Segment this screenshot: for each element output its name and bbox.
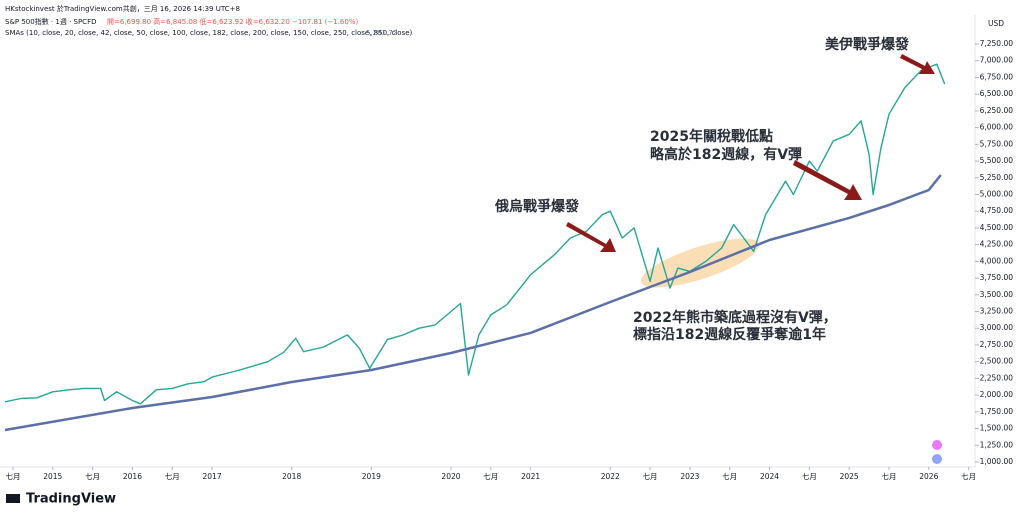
event-icon[interactable] [932, 454, 942, 464]
x-tick-label: 七月 [483, 472, 498, 481]
x-tick-label: 2018 [282, 472, 301, 481]
y-tick-label: 5,500.00 [980, 156, 1014, 165]
x-tick-label: 2026 [919, 472, 938, 481]
x-tick-label: 2021 [521, 472, 540, 481]
annotation: 標指沿182週線反覆爭奪逾1年 [633, 326, 826, 343]
annotation: 2025年關稅戰低點 [650, 128, 773, 145]
event-icon[interactable] [932, 440, 942, 450]
annotation: 美伊戰爭爆發 [825, 36, 910, 53]
x-tick-label: 2016 [123, 472, 142, 481]
arrow [793, 160, 862, 200]
symbol: S&P 500指數 · 1週 · SPCFD [5, 17, 96, 26]
y-tick-label: 2,500.00 [980, 357, 1014, 366]
y-tick-label: 3,250.00 [980, 307, 1014, 316]
annotation: 俄烏戰爭爆發 [494, 198, 580, 215]
x-tick-label: 七月 [881, 472, 896, 481]
y-tick-label: 4,500.00 [980, 223, 1014, 232]
x-tick-label: 七月 [802, 472, 817, 481]
ohlc: 開=6,699.80 高=6,845.08 低=6,623.92 收=6,632… [107, 17, 358, 26]
y-tick-label: 1,500.00 [980, 424, 1014, 433]
x-tick-label: 2020 [441, 472, 460, 481]
arrow [900, 54, 935, 74]
x-tick-label: 2025 [840, 472, 859, 481]
x-tick-label: 2017 [203, 472, 222, 481]
x-tick-label: 七月 [722, 472, 737, 481]
highlight-ellipse [640, 238, 760, 288]
arrow [566, 222, 616, 252]
sma-value: 5,281.72 [366, 29, 397, 37]
x-tick-label: 七月 [5, 472, 20, 481]
annotation: 2022年熊市築底過程沒有V彈， [633, 309, 837, 326]
y-tick-label: 7,250.00 [980, 39, 1014, 48]
sma-legend: SMAs (10, close, 20, close, 42, close, 5… [5, 29, 413, 37]
y-tick-label: 2,750.00 [980, 340, 1014, 349]
sma-line [4, 174, 942, 432]
y-tick-label: 6,000.00 [980, 123, 1014, 132]
credit: HKstockinvest 於TradingView.com共創，三月 16, … [5, 4, 240, 13]
arrows [566, 54, 935, 252]
price-line [4, 63, 946, 405]
x-tick-label: 2024 [760, 472, 779, 481]
y-tick-label: 2,000.00 [980, 390, 1014, 399]
y-tick-label: 1,750.00 [980, 407, 1014, 416]
y-tick-label: 4,000.00 [980, 256, 1014, 265]
brand: TradingView [26, 492, 116, 507]
y-tick-label: 6,750.00 [980, 72, 1014, 81]
x-tick-label: 2023 [680, 472, 699, 481]
x-tick-label: 2019 [362, 472, 381, 481]
x-tick-label: 七月 [85, 472, 100, 481]
y-tick-label: 5,250.00 [980, 173, 1014, 182]
x-tick-label: 七月 [643, 472, 658, 481]
y-tick-label: 7,000.00 [980, 56, 1014, 65]
y-tick-label: 5,000.00 [980, 189, 1014, 198]
currency: USD [988, 19, 1004, 28]
annotation: 略高於182週線，有V彈 [650, 146, 802, 163]
y-tick-label: 4,750.00 [980, 206, 1014, 215]
y-tick-label: 1,250.00 [980, 440, 1014, 449]
x-tick-label: 2015 [43, 472, 62, 481]
x-tick-label: 七月 [961, 472, 976, 481]
y-tick-label: 2,250.00 [980, 373, 1014, 382]
y-tick-label: 4,250.00 [980, 240, 1014, 249]
x-tick-label: 2022 [601, 472, 620, 481]
y-tick-label: 3,750.00 [980, 273, 1014, 282]
y-tick-label: 6,250.00 [980, 106, 1014, 115]
y-tick-label: 1,000.00 [980, 457, 1014, 466]
y-tick-label: 3,000.00 [980, 323, 1014, 332]
logo-mark [6, 494, 20, 503]
y-tick-label: 5,750.00 [980, 139, 1014, 148]
x-tick-label: 七月 [165, 472, 180, 481]
y-tick-label: 3,500.00 [980, 290, 1014, 299]
y-tick-label: 6,500.00 [980, 89, 1014, 98]
